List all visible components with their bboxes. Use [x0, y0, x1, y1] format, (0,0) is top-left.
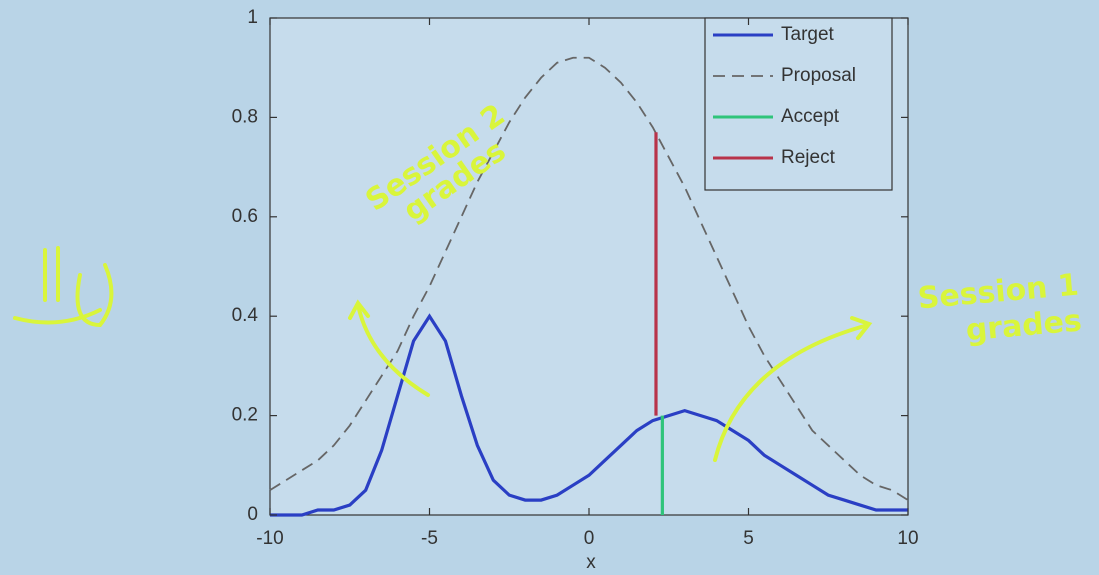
y-tick-label: 0.8: [232, 106, 258, 127]
legend-label: Reject: [781, 147, 836, 168]
x-tick-label: -10: [256, 528, 283, 549]
legend-label: Target: [781, 24, 835, 45]
x-tick-label: 10: [897, 528, 918, 549]
page: {"chart_data": { "type": "line", "xlabel…: [0, 0, 1099, 575]
legend-label: Proposal: [781, 65, 856, 86]
legend-label: Accept: [781, 106, 840, 127]
x-tick-label: -5: [421, 528, 438, 549]
y-tick-label: 0.6: [232, 206, 258, 227]
scribble: [15, 248, 111, 325]
y-tick-label: 1: [247, 7, 258, 28]
x-tick-label: 5: [743, 528, 754, 549]
chart: x Session 2 grades Session 1 grades Targ…: [0, 0, 1099, 575]
annotation-session-1: Session 1 grades: [916, 268, 1083, 353]
y-tick-label: 0.2: [232, 405, 258, 426]
legend: Target Proposal Accept Reject: [705, 18, 892, 190]
y-tick-label: 0: [247, 504, 258, 525]
x-tick-label: 0: [584, 528, 595, 549]
x-axis-label: x: [586, 552, 596, 573]
y-tick-label: 0.4: [232, 305, 259, 326]
